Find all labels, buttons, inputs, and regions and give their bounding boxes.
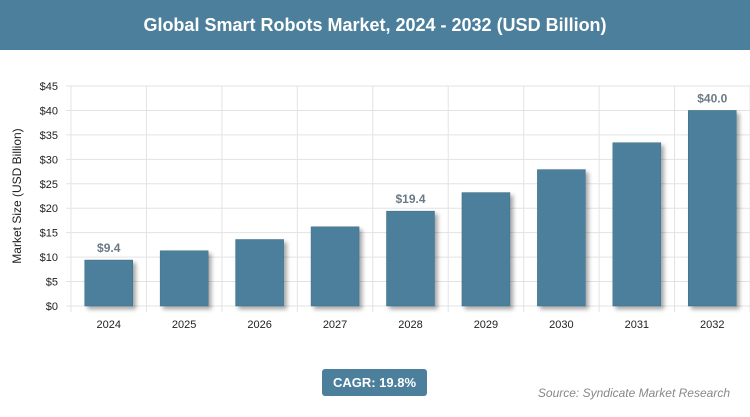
y-axis-label: Market Size (USD Billion) <box>10 128 24 263</box>
bar-2029 <box>461 192 511 307</box>
bar-2031 <box>612 142 662 307</box>
x-tick-label: 2025 <box>172 319 196 331</box>
x-tick-label: 2029 <box>474 319 498 331</box>
y-tick-label: $40 <box>40 105 58 117</box>
bar-2028 <box>386 210 435 307</box>
bar-2032 <box>688 110 737 307</box>
x-tick-label: 2028 <box>398 319 422 331</box>
y-tick-label: $0 <box>46 301 58 313</box>
x-tick-label: 2032 <box>700 319 724 331</box>
x-tick-label: 2026 <box>247 319 271 331</box>
x-tick-label: 2031 <box>625 319 649 331</box>
bar-2030 <box>537 169 586 307</box>
x-tick-label: 2024 <box>96 319 120 331</box>
bar-2026 <box>235 239 284 307</box>
x-tick-label: 2030 <box>549 319 573 331</box>
data-label: $9.4 <box>97 241 121 255</box>
bar-2024 <box>84 259 133 307</box>
chart-title: Global Smart Robots Market, 2024 - 2032 … <box>0 0 750 50</box>
y-tick-label: $10 <box>40 252 58 264</box>
y-tick-label: $30 <box>40 154 58 166</box>
y-tick-label: $35 <box>40 130 58 142</box>
bar-2027 <box>310 226 360 307</box>
y-tick-label: $25 <box>40 179 58 191</box>
data-label: $19.4 <box>395 192 425 206</box>
data-label: $40.0 <box>697 91 727 105</box>
bar-2025 <box>159 250 209 307</box>
source-note: Source: Syndicate Market Research <box>537 386 730 400</box>
y-tick-label: $45 <box>40 81 58 93</box>
cagr-badge: CAGR: 19.8% <box>322 369 427 396</box>
y-tick-label: $5 <box>46 277 58 289</box>
y-tick-label: $20 <box>40 203 58 215</box>
x-tick-label: 2027 <box>323 319 347 331</box>
y-tick-label: $15 <box>40 228 58 240</box>
